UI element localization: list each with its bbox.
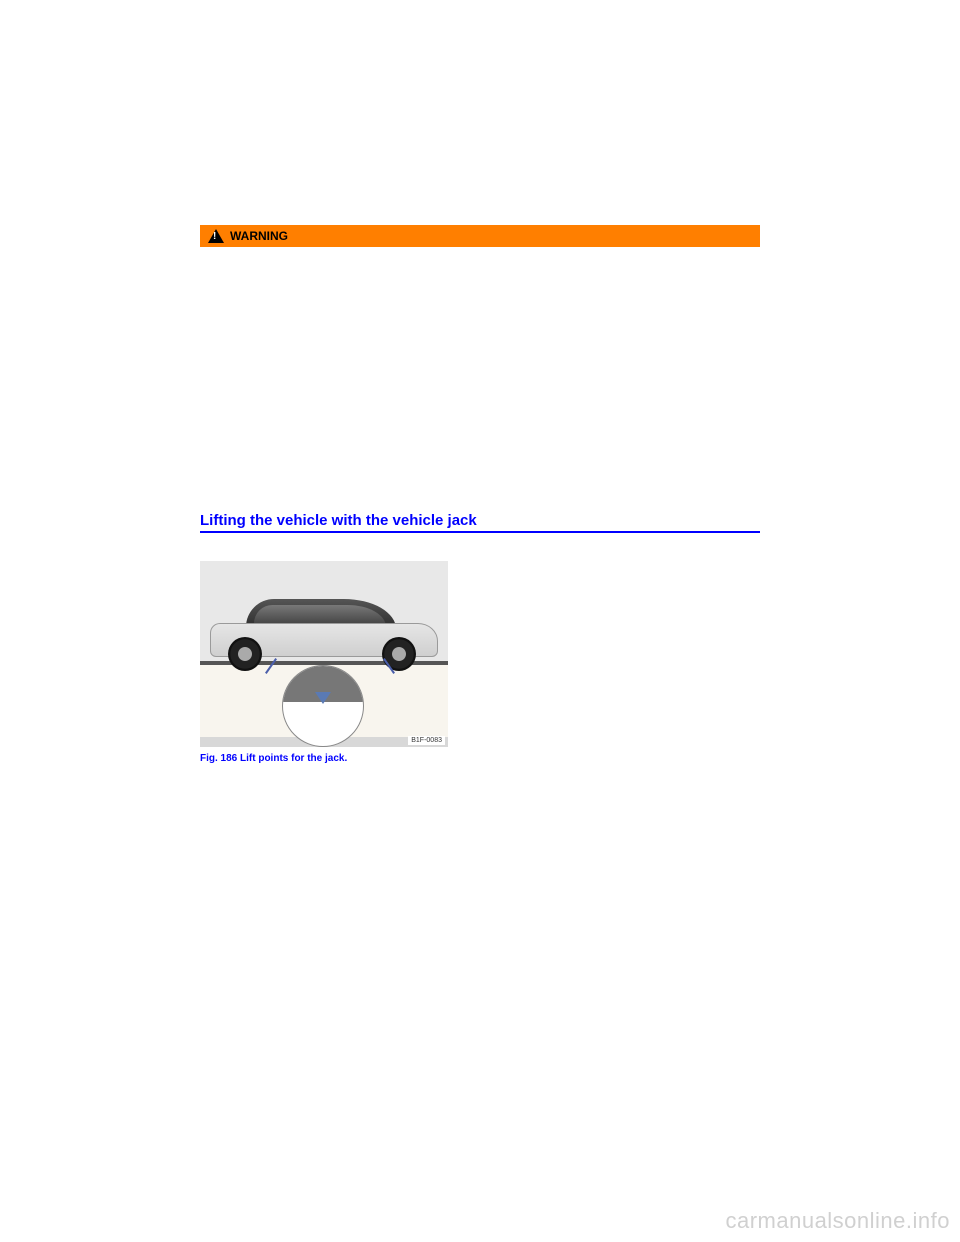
figure-lift-points: B1F-0083 xyxy=(200,561,448,747)
car-wheel-front xyxy=(228,637,262,671)
section-rule xyxy=(200,531,760,533)
warning-label: WARNING xyxy=(230,229,288,243)
jack-point-marker-icon xyxy=(315,692,331,704)
section-heading: Lifting the vehicle with the vehicle jac… xyxy=(200,512,760,529)
warning-triangle-icon xyxy=(208,229,224,243)
spacer xyxy=(200,247,760,512)
figure-code: B1F-0083 xyxy=(408,736,445,745)
watermark: carmanualsonline.info xyxy=(725,1208,950,1234)
car-illustration xyxy=(210,593,438,661)
figure-caption: Fig. 186 Lift points for the jack. xyxy=(200,753,760,764)
callout-circle xyxy=(282,665,364,747)
manual-page: WARNING Lifting the vehicle with the veh… xyxy=(200,225,760,764)
warning-box: WARNING xyxy=(200,225,760,247)
